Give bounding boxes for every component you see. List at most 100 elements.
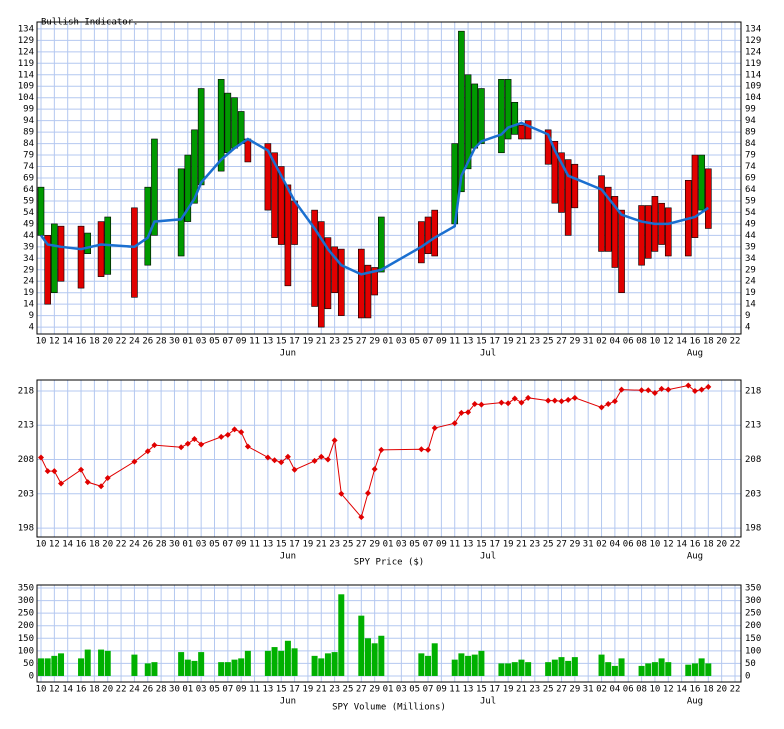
y-tick-label-right: 134 [745, 24, 761, 34]
price-marker [425, 446, 432, 453]
x-tick-label: 05 [209, 337, 220, 347]
price-marker [525, 394, 532, 401]
y-tick-label-right: 24 [745, 277, 756, 287]
volume-bar [618, 658, 625, 676]
indicator-bar [311, 209, 318, 307]
volume-bar [231, 659, 238, 676]
x-tick-label: 01 [182, 685, 193, 695]
price-marker [278, 459, 285, 466]
y-tick-label: 0 [29, 671, 34, 681]
y-tick-label: 59 [23, 196, 34, 206]
plot-frame [36, 584, 742, 683]
y-tick-label: 29 [23, 265, 34, 275]
x-tick-label: 16 [76, 337, 87, 347]
y-tick-label: 44 [23, 231, 34, 241]
x-tick-label: 01 [182, 540, 193, 550]
x-tick-label: 08 [636, 337, 647, 347]
volume-bar [318, 658, 325, 676]
x-tick-label: 22 [116, 540, 127, 550]
x-tick-label: 16 [76, 540, 87, 550]
price-marker [198, 441, 205, 448]
y-tick-label-right: 39 [745, 242, 756, 252]
x-tick-label: 19 [303, 685, 314, 695]
price-marker [144, 448, 151, 455]
x-tick-label: 19 [503, 685, 514, 695]
x-tick-label: 14 [676, 540, 687, 550]
volume-bar [278, 650, 285, 676]
x-tick-label: 01 [182, 337, 193, 347]
x-tick-label: 14 [676, 337, 687, 347]
x-tick-label: 10 [649, 337, 660, 347]
indicator-bar [197, 88, 205, 186]
indicator-bar [611, 196, 619, 268]
y-tick-label: 203 [18, 489, 34, 499]
volume-bar [478, 650, 485, 676]
volume-bar [58, 653, 65, 676]
x-tick-label: 06 [623, 685, 634, 695]
y-tick-label: 49 [23, 219, 34, 229]
y-tick-label-right: 213 [745, 421, 761, 431]
indicator-bar [51, 223, 58, 294]
x-tick-label: 23 [529, 540, 540, 550]
indicator-bar [691, 154, 699, 238]
x-tick-label: 14 [62, 540, 73, 550]
x-tick-label: 06 [623, 540, 634, 550]
y-tick-label: 218 [18, 386, 34, 396]
y-tick-label: 99 [23, 105, 34, 115]
price-marker [151, 442, 158, 449]
volume-bar [685, 664, 692, 676]
x-tick-label: 13 [463, 685, 474, 695]
price-marker [665, 386, 672, 393]
x-tick-label: 16 [690, 685, 701, 695]
x-tick-label: 22 [730, 685, 741, 695]
x-tick-label: 27 [556, 337, 567, 347]
volume-bar [38, 658, 45, 676]
indicator-bar [598, 175, 605, 252]
price-marker [465, 409, 472, 416]
price-marker [364, 490, 371, 497]
y-tick-label-right: 198 [745, 524, 761, 534]
x-tick-label: 26 [142, 540, 153, 550]
volume-bar [144, 663, 151, 676]
volume-bar [498, 663, 505, 676]
x-tick-label: 15 [476, 337, 487, 347]
price-marker [311, 457, 318, 464]
indicator-bar [418, 221, 425, 264]
volume-bar [665, 662, 672, 676]
indicator-bar [498, 79, 505, 154]
x-tick-label: 27 [356, 337, 367, 347]
x-tick-label: 26 [142, 337, 153, 347]
indicator-bar [337, 248, 345, 316]
price-marker [418, 446, 425, 453]
x-tick-label: 21 [316, 540, 327, 550]
indicator-bar [544, 129, 552, 165]
average-line [39, 121, 710, 276]
x-tick-label: 11 [449, 685, 460, 695]
indicator-bar [184, 154, 192, 222]
y-tick-label-right: 124 [745, 47, 761, 57]
y-tick-label-right: 79 [745, 151, 756, 161]
indicator-bar [151, 138, 158, 236]
volume-bar [324, 653, 331, 676]
x-tick-label: 12 [49, 337, 60, 347]
y-tick-label-right: 84 [745, 139, 756, 149]
indicator-bar [371, 267, 378, 296]
price-marker [358, 514, 365, 521]
price-marker [618, 386, 625, 393]
x-tick-label: 16 [76, 685, 87, 695]
month-label: Aug [687, 349, 703, 359]
y-tick-label: 150 [18, 634, 34, 644]
indicator-bar [231, 97, 238, 149]
x-tick-label: 03 [396, 540, 407, 550]
x-tick-label: 26 [142, 685, 153, 695]
x-tick-label: 23 [529, 685, 540, 695]
x-tick-label: 15 [476, 685, 487, 695]
x-tick-label: 30 [169, 685, 180, 695]
price-marker [551, 397, 558, 404]
indicator-bar [271, 152, 278, 238]
x-tick-label: 20 [716, 685, 727, 695]
price-marker [324, 456, 331, 463]
x-tick-label: 11 [249, 540, 260, 550]
